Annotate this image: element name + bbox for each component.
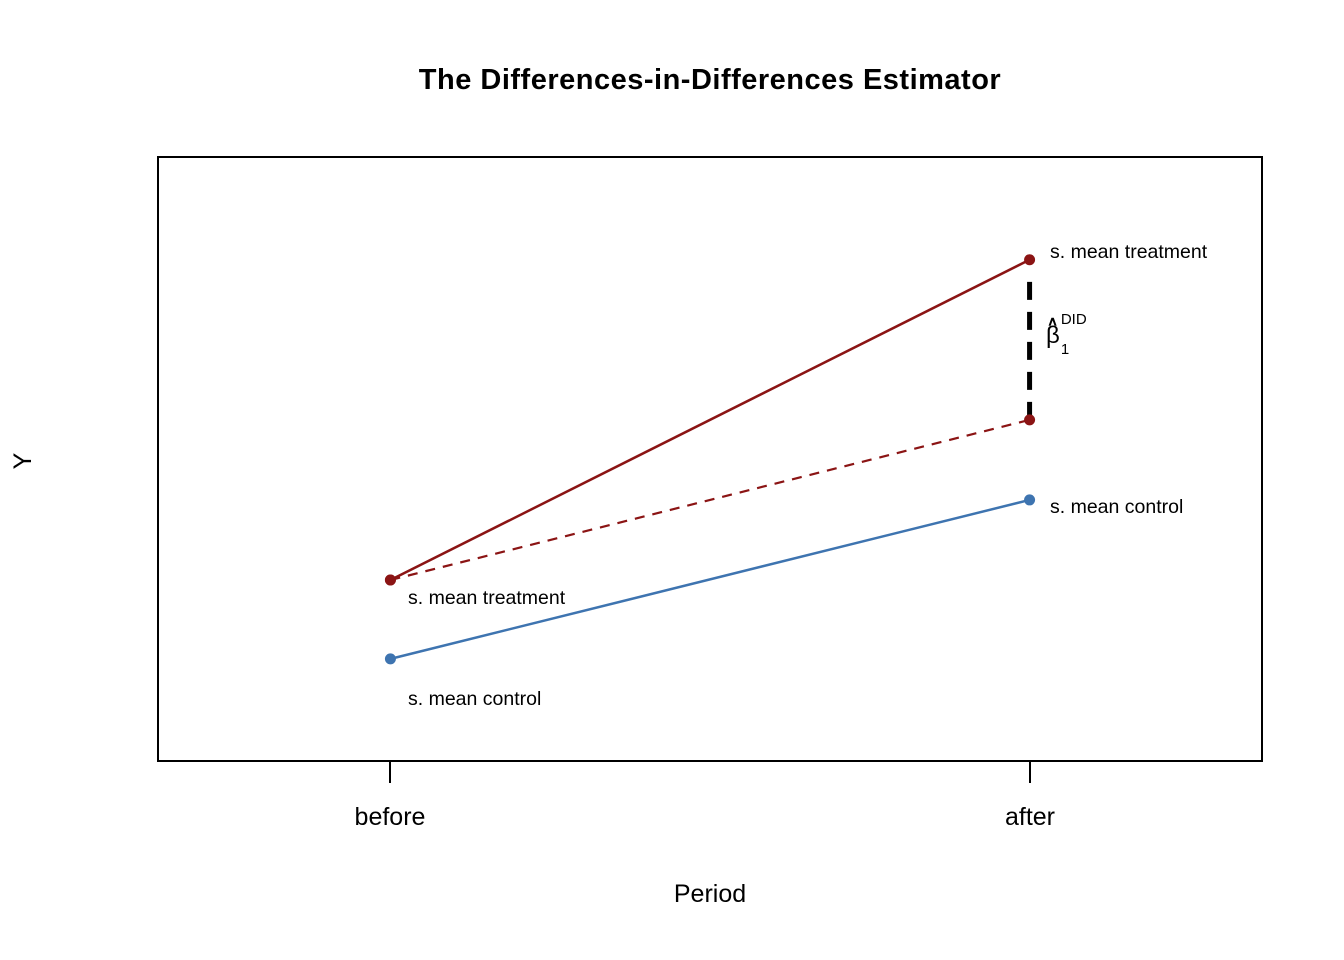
y-axis-label: Y bbox=[8, 452, 37, 470]
hat-icon: ∧ bbox=[1047, 314, 1058, 329]
series-line-sample-mean-control bbox=[390, 498, 1030, 661]
label-treatment-after: s. mean treatment bbox=[1050, 241, 1208, 263]
beta-scripts: DID 1 bbox=[1061, 312, 1087, 357]
series-line-counterfactual-trend bbox=[390, 418, 1030, 582]
x-tick-before bbox=[389, 762, 391, 783]
point-sample-mean-treatment-after bbox=[1024, 254, 1036, 266]
point-counterfactual-trend-after bbox=[1024, 414, 1036, 426]
chart-title: The Differences-in-Differences Estimator bbox=[418, 64, 1002, 96]
x-axis-label: Period bbox=[673, 880, 747, 908]
beta-subscript: 1 bbox=[1060, 341, 1070, 358]
point-sample-mean-control-before bbox=[384, 653, 396, 665]
point-counterfactual-trend-before bbox=[384, 574, 396, 586]
beta-did-annotation: ∧ β DID 1 bbox=[1046, 312, 1087, 357]
x-tick-after bbox=[1029, 762, 1031, 783]
point-sample-mean-control-after bbox=[1024, 494, 1036, 506]
series-line-sample-mean-treatment bbox=[389, 258, 1031, 582]
plot-canvas bbox=[384, 254, 1036, 665]
label-control-after: s. mean control bbox=[1050, 496, 1184, 518]
beta-symbol: ∧ β bbox=[1046, 314, 1060, 349]
x-tick-label-before: before bbox=[354, 803, 426, 831]
label-treatment-before: s. mean treatment bbox=[408, 587, 566, 609]
beta-superscript: DID bbox=[1060, 311, 1087, 328]
x-tick-label-after: after bbox=[1004, 803, 1056, 831]
plot-area bbox=[157, 156, 1263, 762]
label-control-before: s. mean control bbox=[408, 688, 542, 710]
